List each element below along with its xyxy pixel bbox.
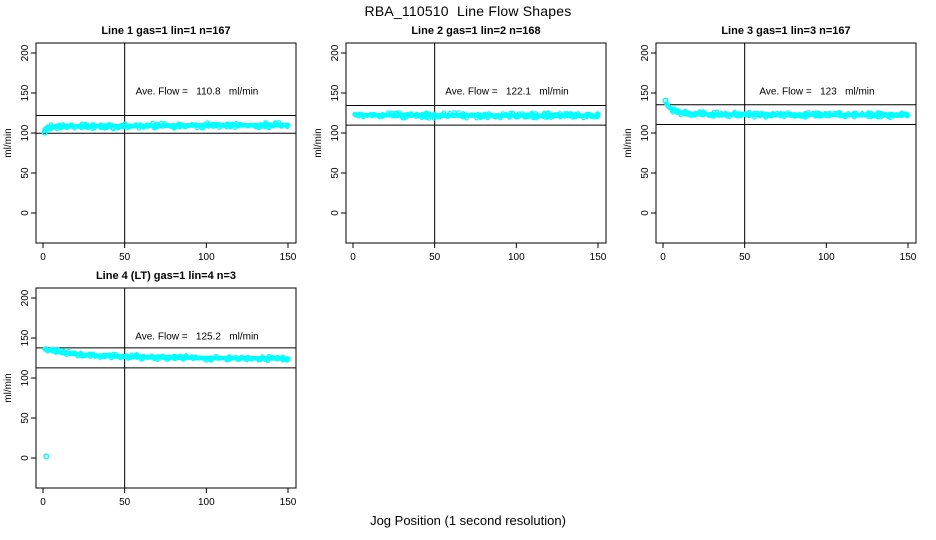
svg-text:100: 100 [20, 124, 31, 141]
x-axis-ticks: 0 50 100 150 [350, 243, 607, 263]
y-axis-label: ml/min [3, 128, 14, 157]
panel-title: Line 1 gas=1 lin=1 n=167 [101, 25, 230, 37]
plot-box [345, 42, 607, 244]
y-axis-label: ml/min [313, 128, 324, 157]
svg-text:150: 150 [280, 497, 297, 508]
ave-flow-label: Ave. Flow = 110.8 ml/min [136, 86, 259, 97]
y-axis-label: ml/min [3, 373, 14, 402]
panel-title: Line 3 gas=1 lin=3 n=167 [721, 25, 850, 37]
y-axis-ticks: 0 50 100 150 200 [20, 44, 36, 216]
x-axis-label: Jog Position (1 second resolution) [370, 513, 566, 528]
plot-box [35, 42, 297, 244]
ave-flow-label: Ave. Flow = 122.1 ml/min [445, 86, 568, 97]
data-points [41, 120, 290, 134]
svg-text:200: 200 [20, 44, 31, 61]
panel-title: Line 2 gas=1 lin=2 n=168 [411, 25, 540, 37]
panel-line-1: 0 50 100 150 200 0 50 100 150 ml/min Ave. Flow = 1… [3, 25, 297, 263]
data-points [43, 346, 291, 364]
svg-text:150: 150 [20, 329, 31, 346]
x-axis-ticks: 0 50 100 150 [660, 243, 917, 263]
y-axis-label: ml/min [623, 128, 634, 157]
svg-text:150: 150 [640, 84, 651, 101]
data-points [664, 102, 910, 121]
svg-text:50: 50 [119, 252, 131, 263]
svg-text:50: 50 [20, 412, 31, 424]
svg-text:150: 150 [900, 252, 917, 263]
svg-text:0: 0 [660, 252, 666, 263]
data-points [352, 110, 601, 121]
plot-box [655, 42, 917, 244]
svg-text:100: 100 [198, 252, 215, 263]
svg-text:0: 0 [40, 497, 46, 508]
svg-text:100: 100 [198, 497, 215, 508]
panel-line-3: 0 50 100 150 200 0 50 100 150 ml/min Ave. Flow = 1… [623, 25, 917, 263]
svg-text:100: 100 [818, 252, 835, 263]
svg-text:150: 150 [280, 252, 297, 263]
svg-text:50: 50 [429, 252, 441, 263]
svg-text:100: 100 [330, 124, 341, 141]
svg-text:50: 50 [739, 252, 751, 263]
svg-text:0: 0 [350, 252, 356, 263]
y-axis-ticks: 0 50 100 150 200 [330, 44, 346, 216]
svg-text:200: 200 [640, 44, 651, 61]
outlier-point [662, 97, 669, 104]
svg-text:0: 0 [20, 455, 31, 461]
svg-text:200: 200 [20, 289, 31, 306]
panel-title: Line 4 (LT) gas=1 lin=4 n=3 [96, 270, 236, 282]
main-title: RBA_110510 Line Flow Shapes [364, 3, 572, 19]
svg-text:50: 50 [640, 167, 651, 179]
panel-line-4: 0 50 100 150 200 0 50 100 150 ml/min Ave. Flow = 1… [3, 270, 297, 508]
panel-line-2: 0 50 100 150 200 0 50 100 150 ml/min Ave. Flow = 1… [313, 25, 607, 263]
svg-text:0: 0 [640, 210, 651, 216]
ave-flow-label: Ave. Flow = 123 ml/min [759, 86, 874, 97]
svg-text:150: 150 [590, 252, 607, 263]
y-axis-ticks: 0 50 100 150 200 [20, 289, 36, 461]
x-axis-ticks: 0 50 100 150 [40, 488, 297, 508]
svg-text:0: 0 [40, 252, 46, 263]
svg-text:0: 0 [330, 210, 341, 216]
svg-text:100: 100 [640, 124, 651, 141]
svg-text:150: 150 [20, 84, 31, 101]
svg-text:150: 150 [330, 84, 341, 101]
svg-text:50: 50 [330, 167, 341, 179]
svg-text:50: 50 [119, 497, 131, 508]
ave-flow-label: Ave. Flow = 125.2 ml/min [135, 331, 258, 342]
svg-text:50: 50 [20, 167, 31, 179]
svg-text:100: 100 [508, 252, 525, 263]
svg-text:100: 100 [20, 369, 31, 386]
y-axis-ticks: 0 50 100 150 200 [640, 44, 656, 216]
outlier-point [41, 129, 48, 136]
x-axis-ticks: 0 50 100 150 [40, 243, 297, 263]
svg-text:0: 0 [20, 210, 31, 216]
plot-box [35, 287, 297, 489]
outlier-point [43, 453, 50, 460]
svg-text:200: 200 [330, 44, 341, 61]
